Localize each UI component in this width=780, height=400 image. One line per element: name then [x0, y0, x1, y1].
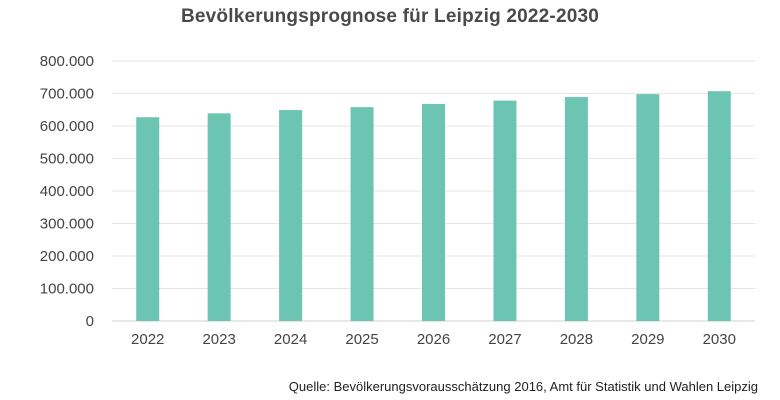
bar-2028 [564, 97, 588, 321]
x-tick-label-2026: 2026 [417, 331, 450, 348]
chart-title: Bevölkerungsprognose für Leipzig 2022-20… [180, 6, 600, 27]
x-tick-label-2025: 2025 [345, 331, 378, 348]
x-tick-label-2024: 2024 [274, 331, 307, 348]
bar-2026 [422, 103, 445, 322]
x-tick-label-2030: 2030 [703, 331, 736, 348]
y-tick-label: 200.000 [40, 248, 94, 265]
bar-2025 [350, 107, 374, 322]
source-note: Quelle: Bevölkerungsvorausschätzung 2016… [288, 379, 758, 394]
bar-2029 [636, 94, 660, 322]
x-tick-label-2022: 2022 [131, 331, 164, 348]
bar-2030 [707, 91, 731, 321]
y-tick-label: 300.000 [40, 216, 94, 233]
x-tick-label-2028: 2028 [560, 331, 593, 348]
y-tick-label: 400.000 [40, 183, 94, 200]
y-axis-tick-labels: 0 100.000 200.000 300.000 400.000 500.000 600.… [40, 53, 94, 330]
y-tick-label: 500.000 [40, 151, 94, 168]
x-axis-tick-labels: 2022 2023 2024 2025 2026 2027 2028 2029 2030 [131, 331, 736, 348]
bar-2022 [136, 117, 160, 321]
y-tick-label: 800.000 [40, 53, 94, 70]
x-tick-label-2023: 2023 [202, 331, 235, 348]
y-tick-label: 100.000 [40, 281, 94, 298]
x-tick-label-2029: 2029 [631, 331, 664, 348]
y-tick-label: 600.000 [40, 118, 94, 135]
bars [136, 91, 731, 322]
y-tick-label: 0 [86, 313, 94, 330]
y-tick-label: 700.000 [40, 86, 94, 103]
bar-2027 [493, 100, 517, 322]
bar-2023 [207, 113, 231, 321]
bar-2024 [279, 110, 303, 321]
x-tick-label-2027: 2027 [488, 331, 521, 348]
